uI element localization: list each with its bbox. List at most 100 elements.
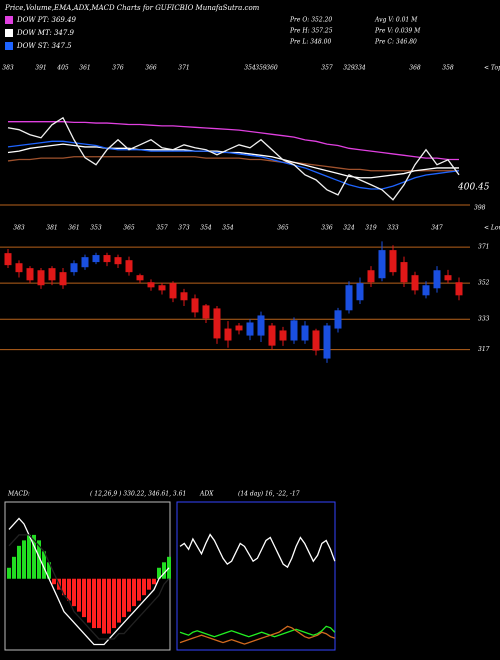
series-line [179,625,336,638]
histogram-bar [77,578,81,612]
histogram-bar [72,578,76,607]
series-line [8,121,459,161]
panel-title: MACD: [7,491,30,498]
legend-swatch [5,42,13,50]
extreme-label: 353 [90,225,102,232]
extreme-label: 319 [365,225,377,232]
series-line [179,625,336,645]
candle-body [59,272,67,286]
extreme-label: 366 [145,65,157,72]
candle-body [213,308,221,339]
histogram-bar [137,578,141,601]
candle-body [224,328,232,341]
extreme-label: 347 [431,225,443,232]
extreme-label: 361 [68,225,79,232]
legend-label: DOW PT: 369.49 [16,16,77,24]
y-tick-label: 333 [478,316,490,323]
histogram-bar [37,540,41,579]
candle-body [444,275,452,281]
candle-body [279,330,287,341]
candle-body [125,260,133,273]
legend-swatch [5,16,13,24]
extreme-label: 371 [178,65,189,72]
histogram-bar [157,567,161,579]
legend-label: DOW MT: 347.9 [16,29,75,37]
extreme-label: 365 [277,225,289,232]
stat: Pre V: 0.039 M [374,28,421,35]
y-tick-label: 371 [478,244,489,251]
histogram-bar [142,578,146,596]
candle-body [202,305,210,319]
histogram-bar [92,578,96,629]
histogram-bar [127,578,131,612]
extreme-label: 333 [387,225,399,232]
extreme-label: 354 [222,225,234,232]
extreme-label: 357 [156,225,168,232]
candle-body [191,298,199,313]
candle-body [334,310,342,329]
legend-label: DOW ST: 347.5 [16,42,72,50]
candle-body [268,325,276,346]
extreme-label: 365 [123,225,135,232]
candle-body [455,282,463,296]
candle-body [136,275,144,281]
extreme-label: 383 [13,225,25,232]
candle-body [323,325,331,359]
extreme-label: 359 [255,65,267,72]
extreme-label: 358 [442,65,454,72]
candle-body [389,250,397,273]
candle-body [400,262,408,283]
series-line [179,533,336,569]
stat: Pre C: 346.80 [374,39,417,46]
candle-body [92,255,100,263]
extreme-label: 361 [79,65,90,72]
extreme-label: 329 [343,65,355,72]
panel-title: ADX [199,491,214,498]
annotation: 398 [474,205,486,212]
extreme-label: 354 [244,65,256,72]
candle-body [257,315,265,336]
extreme-label: 336 [321,225,333,232]
histogram-bar [82,578,86,618]
candle-body [290,320,298,341]
histogram-bar [97,578,101,629]
histogram-bar [122,578,126,618]
candle-body [15,263,23,273]
extreme-label: 383 [2,65,14,72]
extreme-label: 391 [35,65,46,72]
histogram-bar [107,578,111,634]
panel-label: < Tops [484,65,500,72]
histogram-bar [22,540,26,579]
extreme-label: 405 [56,65,69,72]
histogram-bar [52,578,56,585]
page-title: Price,Volume,EMA,ADX,MACD Charts for GUF… [4,4,260,12]
histogram-bar [47,562,51,579]
adx-panel [176,501,336,651]
y-tick-label: 352 [478,280,490,287]
histogram-bar [62,578,66,596]
series-line [7,156,459,172]
histogram-bar [102,578,106,634]
stat: Avg V: 0.01 M [374,17,418,24]
histogram-bar [17,545,21,579]
histogram-bar [152,578,156,585]
extreme-label: 376 [112,65,124,72]
candle-body [81,257,89,268]
candle-body [158,285,166,291]
histogram-bar [42,551,46,579]
candle-body [433,270,441,289]
annotation: 400.45 [457,183,490,193]
histogram-bar [7,567,11,579]
histogram-bar [32,534,36,579]
candle-body [37,270,45,286]
y-tick-label: 317 [478,346,490,353]
series-line [7,143,459,179]
extreme-label: 334 [354,65,366,72]
histogram-bar [132,578,136,607]
panel-label: < Lows [484,225,500,232]
candle-body [4,253,12,266]
histogram-bar [147,578,151,590]
panel-params: (14 day) 16, -22, -17 [238,491,300,498]
candle-body [26,268,34,281]
